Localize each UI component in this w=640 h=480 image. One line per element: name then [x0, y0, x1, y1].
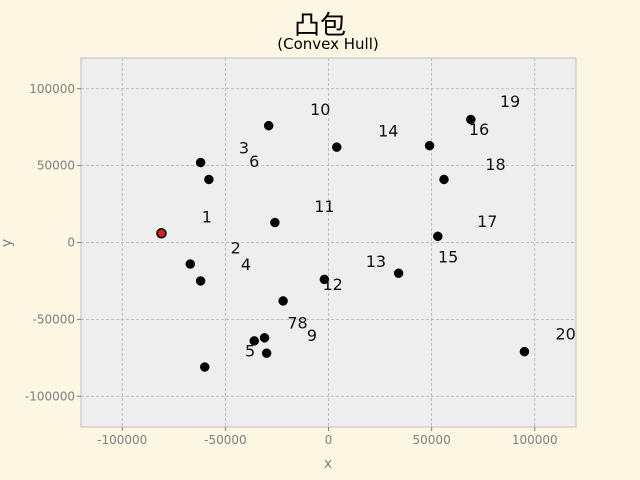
- point-label: 19: [500, 92, 520, 111]
- data-point: [195, 276, 206, 286]
- point-label: 15: [438, 247, 458, 266]
- y-axis-label: y: [0, 239, 15, 247]
- x-tick-label: 0: [325, 433, 333, 447]
- highlighted-point: [156, 228, 167, 239]
- y-axis-ticks: -100000 -50000 0 50000 100000: [25, 82, 81, 403]
- y-tick-label: -50000: [32, 312, 75, 326]
- data-point: [439, 174, 449, 185]
- data-point: [278, 296, 288, 306]
- y-tick-label: -100000: [25, 389, 75, 403]
- data-point: [519, 346, 530, 357]
- point-label: 14: [378, 121, 398, 140]
- x-tick-label: -50000: [204, 433, 247, 447]
- x-tick-label: 50000: [413, 433, 451, 447]
- data-point: [204, 174, 214, 185]
- point-label: 6: [249, 152, 259, 171]
- data-point: [263, 120, 274, 131]
- point-label: 20: [556, 324, 576, 343]
- data-point: [433, 231, 443, 242]
- point-label: 2: [231, 238, 241, 257]
- point-label: 3: [239, 138, 249, 157]
- data-point: [424, 140, 435, 151]
- grid-lines: [81, 58, 576, 427]
- data-points: [156, 114, 530, 372]
- point-label: 11: [314, 197, 334, 216]
- data-point: [249, 336, 259, 346]
- point-label: 18: [485, 155, 505, 174]
- point-label: 13: [366, 252, 386, 271]
- data-point: [185, 259, 196, 269]
- point-label: 16: [469, 120, 489, 139]
- point-label: 78: [287, 314, 307, 333]
- data-point: [200, 362, 210, 372]
- y-tick-label: 0: [67, 236, 75, 250]
- data-point: [393, 268, 404, 278]
- data-point: [332, 142, 342, 152]
- data-point: [259, 333, 270, 343]
- data-point: [319, 274, 330, 285]
- point-label: 5: [245, 341, 255, 360]
- y-tick-label: 100000: [29, 82, 75, 96]
- chart-title: 凸包: [294, 11, 346, 41]
- x-tick-label: -100000: [97, 433, 147, 447]
- point-label: 17: [477, 212, 497, 231]
- x-axis-ticks: -100000 -50000 0 50000 100000: [97, 427, 558, 447]
- point-label: 4: [241, 255, 251, 274]
- point-label: 10: [310, 100, 330, 119]
- point-label: 1: [202, 208, 212, 227]
- x-tick-label: 100000: [512, 433, 558, 447]
- data-point: [270, 217, 280, 228]
- data-point: [195, 157, 206, 168]
- data-point: [466, 114, 476, 125]
- data-point: [261, 348, 272, 358]
- chart-subtitle: (Convex Hull): [277, 35, 378, 53]
- y-tick-label: 50000: [37, 159, 75, 173]
- point-label: 9: [307, 326, 317, 345]
- x-axis-label: x: [324, 456, 332, 472]
- point-label: 12: [322, 275, 342, 294]
